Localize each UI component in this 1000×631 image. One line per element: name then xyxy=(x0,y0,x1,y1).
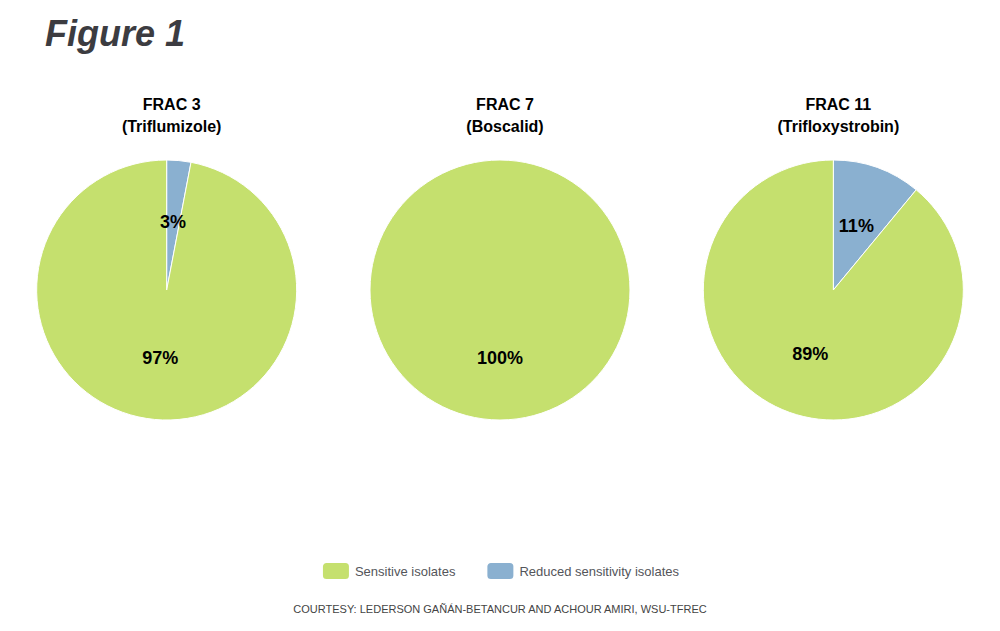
svg-text:3%: 3% xyxy=(160,212,186,232)
svg-text:(Boscalid): (Boscalid) xyxy=(466,118,543,135)
svg-text:100%: 100% xyxy=(477,348,523,368)
svg-text:Figure 1: Figure 1 xyxy=(45,13,185,54)
svg-text:Sensitive isolates: Sensitive isolates xyxy=(355,564,456,579)
svg-text:11%: 11% xyxy=(839,216,874,236)
svg-text:Reduced sensitivity isolates: Reduced sensitivity isolates xyxy=(519,564,679,579)
svg-text:(Triflumizole): (Triflumizole) xyxy=(122,118,222,135)
svg-text:FRAC 3: FRAC 3 xyxy=(143,96,201,113)
svg-text:89%: 89% xyxy=(792,344,828,364)
svg-text:FRAC 7: FRAC 7 xyxy=(476,96,534,113)
svg-text:(Trifloxystrobin): (Trifloxystrobin) xyxy=(777,118,899,135)
svg-text:FRAC 11: FRAC 11 xyxy=(805,96,871,113)
svg-text:COURTESY: LEDERSON GAÑÁN-BETAN: COURTESY: LEDERSON GAÑÁN-BETANCUR AND AC… xyxy=(293,603,706,615)
svg-text:97%: 97% xyxy=(142,348,178,368)
